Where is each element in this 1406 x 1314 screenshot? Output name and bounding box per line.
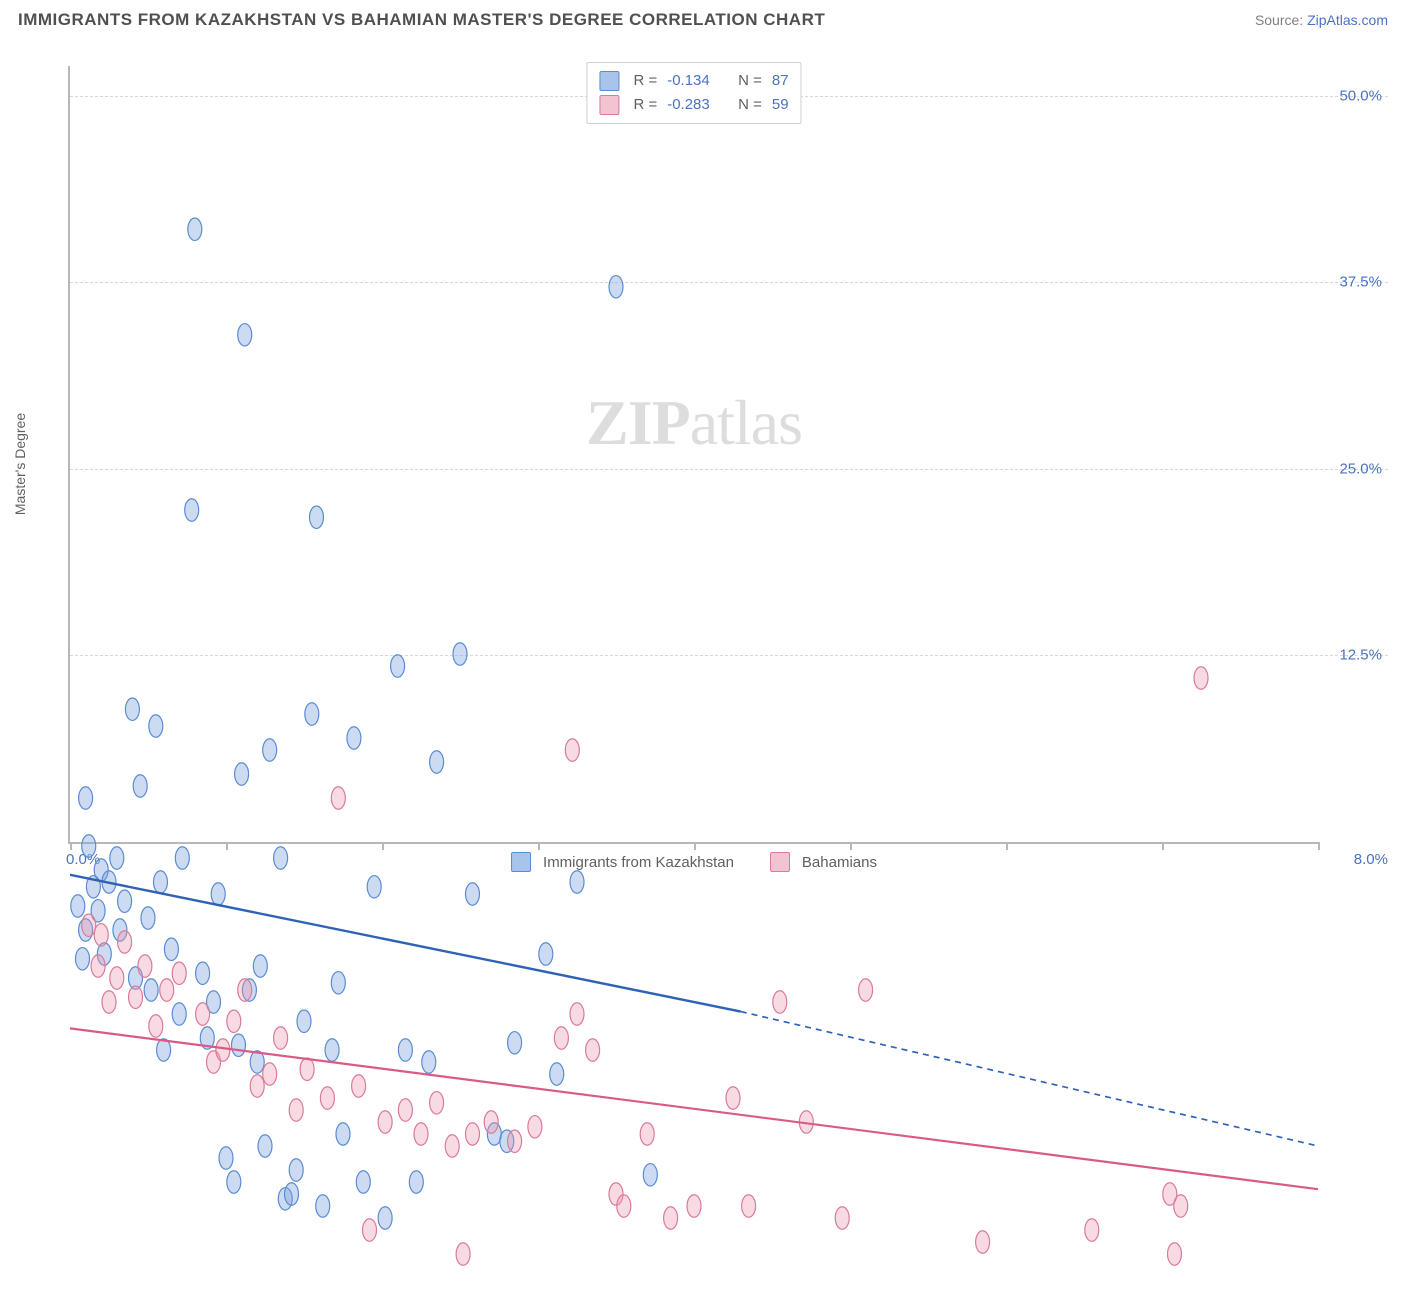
y-axis-label: Master's Degree: [12, 413, 28, 515]
swatch-series-2: [599, 95, 619, 115]
chart-title: IMMIGRANTS FROM KAZAKHSTAN VS BAHAMIAN M…: [18, 10, 825, 30]
y-tick-label: 12.5%: [1339, 647, 1382, 664]
trend-lines: [70, 66, 1318, 1314]
plot-area: ZIPatlas R = -0.134 N = 87 R = -0.283 N …: [68, 66, 1318, 844]
source-attribution: Source: ZipAtlas.com: [1255, 12, 1388, 28]
chart-container: Master's Degree ZIPatlas R = -0.134 N = …: [18, 44, 1388, 884]
y-tick-label: 25.0%: [1339, 460, 1382, 477]
x-tick: [1318, 842, 1320, 850]
legend-row-series-2: R = -0.283 N = 59: [599, 93, 788, 117]
legend-row-series-1: R = -0.134 N = 87: [599, 69, 788, 93]
source-link[interactable]: ZipAtlas.com: [1307, 12, 1388, 28]
y-tick-label: 37.5%: [1339, 274, 1382, 291]
swatch-series-1: [599, 71, 619, 91]
y-tick-label: 50.0%: [1339, 87, 1382, 104]
x-axis-max-label: 8.0%: [1354, 851, 1388, 868]
correlation-legend: R = -0.134 N = 87 R = -0.283 N = 59: [586, 62, 801, 124]
